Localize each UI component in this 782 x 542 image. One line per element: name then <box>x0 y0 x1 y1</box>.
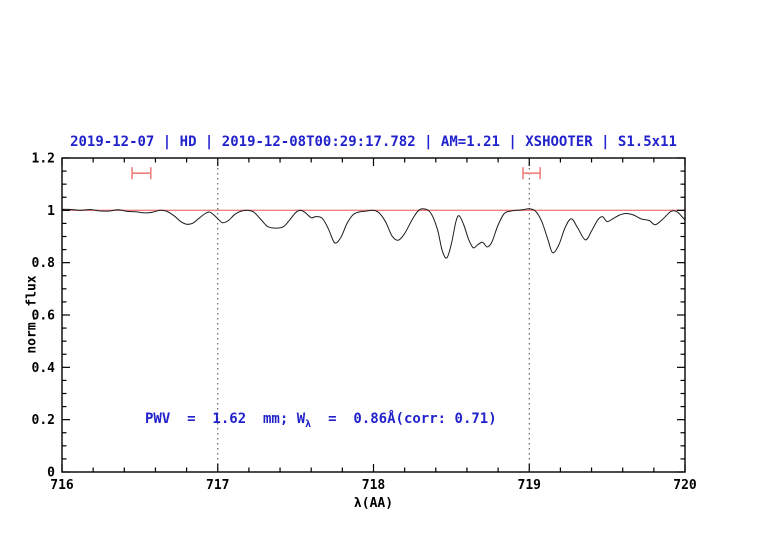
y-tick-label: 0.8 <box>32 256 56 271</box>
pwv-annotation-text-2: = 0.86Å(corr: 0.71) <box>311 411 497 427</box>
y-tick-label: 1.2 <box>32 152 55 167</box>
pwv-annotation-text: PWV = 1.62 mm; W <box>145 411 306 427</box>
y-tick-label: 0 <box>47 466 55 481</box>
y-tick-label: 1 <box>47 204 55 219</box>
spectrum-curve <box>61 208 686 259</box>
y-tick-label: 0.4 <box>32 361 56 376</box>
pwv-annotation: PWV = 1.62 mm; Wλ = 0.86Å(corr: 0.71) <box>145 411 497 430</box>
y-tick-label: 0.2 <box>32 413 55 428</box>
x-axis-label: λ(AA) <box>353 496 394 511</box>
pwv-annotation-subscript: λ <box>305 418 312 430</box>
x-tick-label: 716 <box>50 478 74 493</box>
y-tick-label: 0.6 <box>32 309 56 324</box>
x-tick-label: 717 <box>206 478 229 493</box>
x-tick-label: 718 <box>362 478 386 493</box>
plot-title: 2019-12-07 | HD | 2019-12-08T00:29:17.78… <box>70 134 677 150</box>
x-tick-label: 719 <box>518 478 541 493</box>
x-tick-label: 720 <box>673 478 697 493</box>
y-axis-label: norm. flux <box>24 275 40 354</box>
